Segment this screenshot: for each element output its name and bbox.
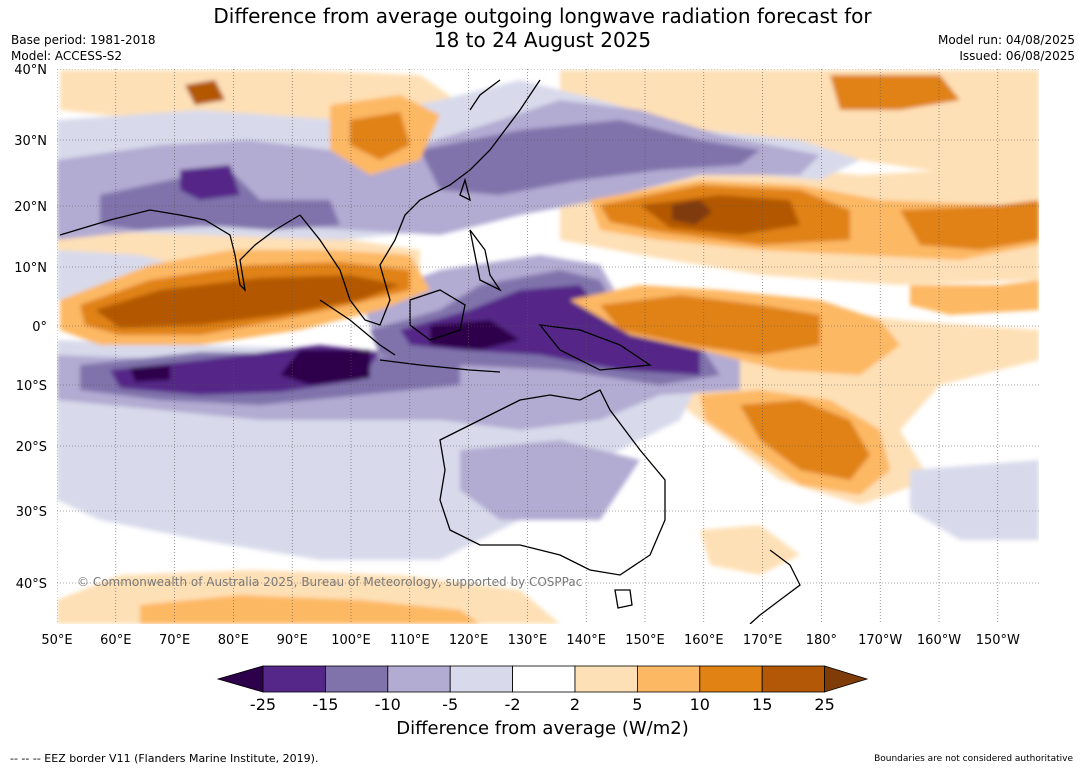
colorbar: -25 -15 -10 -5 -2 2 5 10 15 25	[216, 665, 869, 714]
coastlines	[59, 79, 801, 624]
model-run-text: Model run: 04/08/2025	[937, 33, 1075, 47]
meta-left: Base period: 1981-2018 Model: ACCESS-S2	[11, 32, 156, 64]
colorbar-box	[324, 665, 389, 693]
map-panel: © Commonwealth of Australia 2025, Bureau…	[57, 69, 1039, 624]
longitude-labels: 50°E 60°E 70°E 80°E 90°E 100°E 110°E 120°E 130°E…	[41, 633, 1020, 648]
meta-right: Model run: 04/08/2025 Issued: 06/08/2025	[938, 32, 1075, 64]
longitude-label: 170°W	[858, 633, 902, 648]
latitude-label: 0°	[32, 320, 47, 335]
title-line-2: 18 to 24 August 2025	[433, 28, 652, 52]
latitude-label: 30°S	[16, 505, 47, 520]
colorbar-box	[574, 665, 638, 693]
disclaimer: Boundaries are not considered authoritat…	[874, 754, 1073, 764]
longitude-label: 70°E	[159, 633, 190, 648]
colorbar-min-extend-arrow	[216, 665, 264, 693]
coast-philippines	[469, 229, 502, 292]
colorbar-box	[449, 665, 514, 693]
latitude-label: 10°N	[14, 261, 47, 276]
anomaly-indian-ocean-neg25	[280, 350, 370, 385]
anomaly-nz-pos2	[700, 525, 800, 575]
colorbar-box	[699, 665, 763, 693]
colorbar-tick-label: -25	[250, 695, 276, 714]
colorbar-tick-label: 15	[752, 695, 772, 714]
latitude-label: 10°S	[16, 379, 47, 394]
anomaly-himalaya-pos15	[185, 80, 225, 105]
colorbar-tick-label: -15	[312, 695, 338, 714]
coast-sumatra	[319, 299, 396, 356]
longitude-label: 160°W	[917, 633, 961, 648]
anomaly-south-pacific-pos10	[740, 400, 870, 480]
anomaly-south-ocean-pos5	[140, 595, 480, 624]
longitude-label: 160°E	[684, 633, 724, 648]
anomaly-equatorial-pacific-pos10	[600, 295, 820, 355]
colorbar-tick-label: -10	[375, 695, 401, 714]
colorbar-tick-label: 25	[814, 695, 834, 714]
anomaly-tibet-pos10	[350, 112, 410, 160]
colorbar-tick-label: 2	[570, 695, 580, 714]
colorbar-max-extend-arrow	[824, 665, 869, 693]
coast-java	[379, 359, 501, 373]
eez-note: -- -- -- EEZ border V11 (Flanders Marine…	[10, 752, 319, 765]
colorbar-box	[761, 665, 826, 693]
coast-india	[59, 209, 301, 292]
longitude-label: 110°E	[390, 633, 430, 648]
latitude-label: 20°N	[14, 200, 47, 215]
graticule	[57, 69, 1039, 624]
colorbar-box	[262, 665, 326, 693]
anomaly-south-china-neg10	[420, 120, 760, 195]
colorbar-title: Difference from average (W/m2)	[396, 718, 689, 739]
latitude-label: 30°N	[14, 134, 47, 149]
coast-new-guinea	[538, 324, 652, 371]
anomaly-indian-band-pos15	[95, 275, 400, 328]
latitude-label: 40°N	[14, 63, 47, 78]
anomaly-east-pacific-pos10	[900, 200, 1039, 250]
longitude-label: 90°E	[277, 633, 308, 648]
longitude-label: 150°W	[976, 633, 1020, 648]
anomaly-east-band-pos5	[910, 280, 1039, 315]
anomaly-india-neg15	[180, 165, 240, 200]
copyright-text: © Commonwealth of Australia 2025, Bureau…	[77, 575, 582, 589]
anomaly-bay-bengal-neg10	[100, 170, 340, 230]
coast-taiwan	[459, 177, 471, 202]
title-line-1: Difference from average outgoing longwav…	[213, 4, 872, 28]
colorbar-boxes	[216, 665, 869, 693]
anomaly-australia-neg5	[460, 440, 640, 520]
map-title: Difference from average outgoing longwav…	[0, 4, 1085, 52]
longitude-label: 80°E	[218, 633, 249, 648]
issued-text: Issued: 06/08/2025	[959, 49, 1075, 63]
anomaly-se-pacific-neg2	[910, 460, 1039, 540]
coast-indochina	[299, 79, 541, 326]
coast-new-zealand	[749, 549, 801, 624]
colorbar-tick-label: 10	[690, 695, 710, 714]
longitude-label: 170°E	[743, 633, 783, 648]
colorbar-box	[512, 665, 576, 693]
longitude-label: 140°E	[566, 633, 606, 648]
longitude-label: 60°E	[100, 633, 131, 648]
coast-japan	[469, 79, 501, 111]
coast-tasmania	[614, 589, 633, 609]
colorbar-tick-label: 5	[632, 695, 642, 714]
base-period-text: Base period: 1981-2018	[11, 33, 156, 47]
colorbar-tick-labels: -25 -15 -10 -5 -2 2 5 10 15 25	[250, 695, 835, 714]
longitude-label: 120°E	[449, 633, 489, 648]
longitude-label: 130°E	[508, 633, 548, 648]
anomaly-north-pacific-pos10	[830, 75, 960, 110]
longitude-label: 50°E	[41, 633, 72, 648]
longitude-label: 100°E	[331, 633, 371, 648]
model-text: Model: ACCESS-S2	[11, 49, 123, 63]
longitude-label: 180°	[806, 633, 837, 648]
colorbar-box	[637, 665, 701, 693]
colorbar-box	[387, 665, 451, 693]
coast-australia	[439, 389, 666, 576]
longitude-label: 150°E	[625, 633, 665, 648]
latitude-label: 20°S	[16, 440, 47, 455]
latitude-labels: 40°N 30°N 20°N 10°N 0° 10°S 20°S 30°S 40°S	[14, 63, 47, 592]
anomaly-west-indian-neg25	[130, 365, 170, 382]
anomaly-banda-neg15	[400, 285, 700, 375]
colorbar-tick-label: -5	[442, 695, 458, 714]
colorbar-tick-label: -2	[505, 695, 521, 714]
latitude-label: 40°S	[16, 577, 47, 592]
anomaly-timor-neg25	[430, 320, 520, 350]
